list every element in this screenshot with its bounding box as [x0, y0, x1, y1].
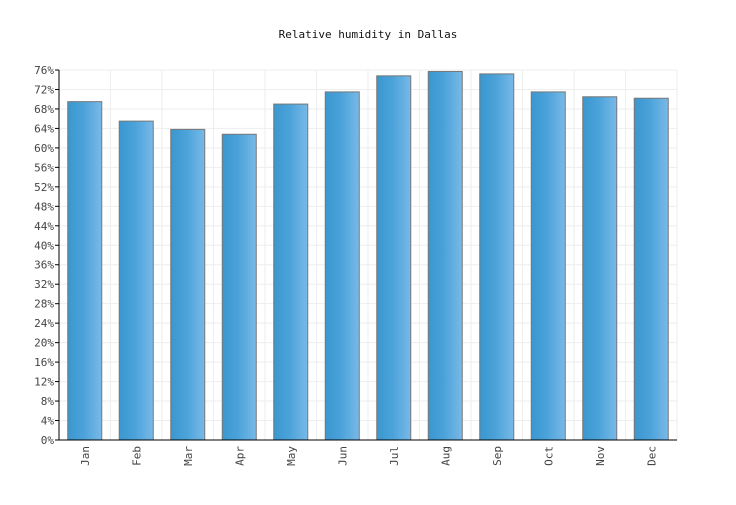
- bar-sep: [479, 73, 515, 441]
- x-tick-label: Jul: [388, 446, 401, 466]
- y-tick-label: 60%: [34, 142, 54, 155]
- y-tick-label: 40%: [34, 239, 54, 252]
- y-tick-label: 64%: [34, 122, 54, 135]
- y-tick-label: 20%: [34, 337, 54, 350]
- x-tick-label: Jun: [336, 446, 349, 466]
- bar-oct: [530, 91, 566, 441]
- y-tick-label: 72%: [34, 83, 54, 96]
- y-tick-label: 12%: [34, 376, 54, 389]
- axes-layer: [55, 69, 677, 441]
- x-tick-label: Apr: [233, 446, 246, 466]
- y-tick-label: 16%: [34, 356, 54, 369]
- grid-layer: [59, 69, 678, 441]
- y-tick-label: 28%: [34, 298, 54, 311]
- y-ticks: 0% 4% 8% 12% 16% 20% 24% 28% 32% 36% 40% 44% 48% 52% 5…: [34, 64, 54, 447]
- y-tick-label: 56%: [34, 161, 54, 174]
- x-tick-label: May: [285, 446, 298, 466]
- y-tick-label: 8%: [41, 395, 55, 408]
- y-tick-label: 76%: [34, 64, 54, 77]
- y-tick-label: 48%: [34, 200, 54, 213]
- y-tick-label: 36%: [34, 259, 54, 272]
- x-tick-label: Sep: [491, 446, 504, 466]
- y-tick-label: 32%: [34, 278, 54, 291]
- y-tick-label: 0%: [41, 434, 55, 447]
- bar-apr: [221, 133, 257, 441]
- x-ticks: Jan Feb Mar Apr May Jun Jul Aug Sep Oct Nov Dec: [79, 446, 659, 466]
- bar-feb: [118, 120, 154, 441]
- x-tick-label: Oct: [542, 446, 555, 466]
- y-tick-label: 24%: [34, 317, 54, 330]
- x-tick-label: Mar: [182, 446, 195, 466]
- x-tick-label: Aug: [439, 446, 452, 466]
- x-tick-label: Jan: [79, 446, 92, 466]
- x-tick-label: Dec: [645, 446, 658, 466]
- y-tick-label: 4%: [41, 415, 55, 428]
- chart-title: Relative humidity in Dallas: [279, 28, 458, 41]
- bar-aug: [427, 70, 463, 441]
- bar-nov: [582, 96, 618, 441]
- x-tick-label: Nov: [594, 446, 607, 466]
- y-tick-label: 44%: [34, 220, 54, 233]
- bar-may: [273, 103, 309, 441]
- bar-jun: [324, 91, 360, 441]
- x-tick-label: Feb: [130, 446, 143, 466]
- y-tick-label: 68%: [34, 103, 54, 116]
- bar-jan: [67, 101, 103, 441]
- bar-mar: [170, 128, 206, 441]
- bar-jul: [376, 75, 412, 441]
- y-tick-label: 52%: [34, 181, 54, 194]
- bar-dec: [633, 97, 669, 441]
- bars-layer: [67, 70, 669, 441]
